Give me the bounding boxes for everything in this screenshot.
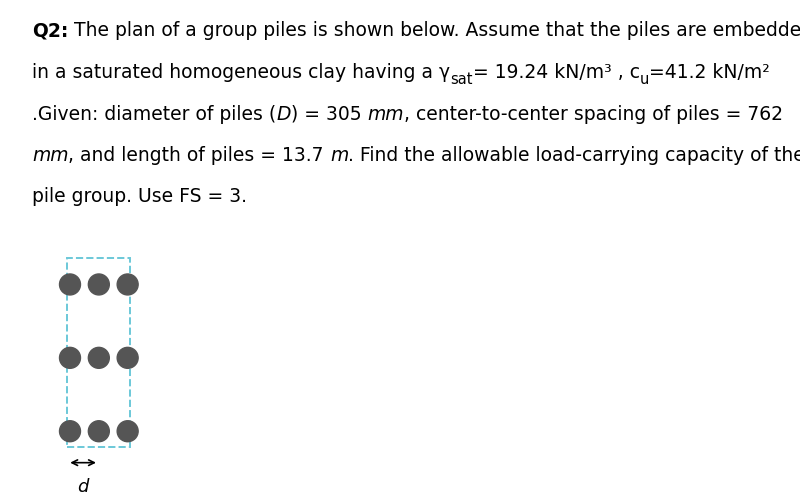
Text: Q2:: Q2: [32, 21, 68, 40]
Circle shape [117, 274, 138, 295]
Circle shape [117, 421, 138, 442]
Circle shape [88, 421, 110, 442]
Circle shape [59, 347, 81, 368]
Text: in a saturated homogeneous clay having a γ: in a saturated homogeneous clay having a… [32, 63, 450, 82]
Text: =41.2 kN/m²: =41.2 kN/m² [649, 63, 770, 82]
Text: mm: mm [32, 146, 69, 165]
Circle shape [59, 421, 81, 442]
Circle shape [59, 274, 81, 295]
Text: . Find the allowable load-carrying capacity of the: . Find the allowable load-carrying capac… [348, 146, 800, 165]
Circle shape [117, 347, 138, 368]
Text: m: m [330, 146, 348, 165]
Bar [67, 258, 130, 447]
Text: mm: mm [367, 105, 404, 124]
Text: , and length of piles = 13.7: , and length of piles = 13.7 [69, 146, 330, 165]
Text: .Given: diameter of piles (: .Given: diameter of piles ( [32, 105, 276, 124]
Text: = 19.24 kN/m³ , c: = 19.24 kN/m³ , c [473, 63, 640, 82]
Text: pile group. Use FS = 3.: pile group. Use FS = 3. [32, 187, 247, 207]
Text: u: u [640, 72, 649, 87]
Text: , center-to-center spacing of piles = 762: , center-to-center spacing of piles = 76… [404, 105, 783, 124]
Circle shape [88, 274, 110, 295]
Text: The plan of a group piles is shown below. Assume that the piles are embedded: The plan of a group piles is shown below… [68, 21, 800, 40]
Text: ) = 305: ) = 305 [290, 105, 367, 124]
Text: D: D [276, 105, 290, 124]
Text: sat: sat [450, 72, 473, 87]
Text: d: d [78, 478, 89, 496]
Circle shape [88, 347, 110, 368]
